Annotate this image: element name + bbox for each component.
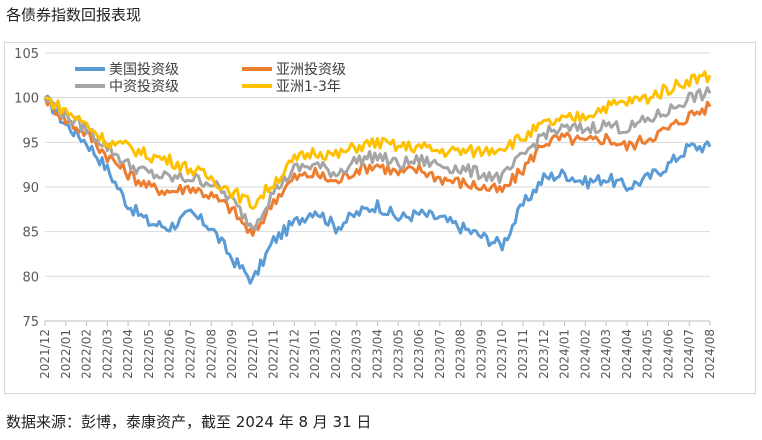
x-tick-label: 2022/08 bbox=[204, 329, 218, 379]
y-tick-label: 75 bbox=[22, 315, 39, 330]
legend-label: 中资投资级 bbox=[109, 79, 179, 95]
y-axis-tick-labels: 75 80 85 90 95 100 105 bbox=[14, 47, 39, 330]
x-tick-label: 2022/07 bbox=[183, 329, 197, 379]
x-tick-label: 2023/02 bbox=[329, 329, 343, 379]
y-tick-label: 80 bbox=[22, 270, 39, 285]
x-axis-tick-labels: 2021/12 2022/01 2022/02 2022/03 2022/04 2022/… bbox=[38, 329, 717, 379]
y-tick-label: 105 bbox=[14, 47, 39, 62]
x-tick-label: 2022/10 bbox=[246, 329, 260, 379]
x-tick-label: 2022/11 bbox=[267, 329, 281, 379]
x-tick-label: 2024/01 bbox=[558, 329, 572, 379]
x-tick-label: 2023/05 bbox=[391, 329, 405, 379]
x-tick-label: 2022/04 bbox=[121, 329, 135, 379]
y-tick-label: 95 bbox=[22, 136, 39, 151]
x-tick-label: 2021/12 bbox=[38, 329, 52, 379]
x-tick-label: 2023/12 bbox=[537, 329, 551, 379]
x-tick-label: 2023/04 bbox=[371, 329, 385, 379]
series-lines bbox=[43, 70, 712, 285]
x-tick-label: 2024/04 bbox=[620, 329, 634, 379]
x-tick-label: 2023/07 bbox=[433, 329, 447, 379]
chart-frame: 75 80 85 90 95 100 105 2021/12 2022/01 2022/02 20… bbox=[4, 42, 756, 394]
y-tick-label: 85 bbox=[22, 226, 39, 241]
x-tick-label: 2023/03 bbox=[350, 329, 364, 379]
series-line-3 bbox=[43, 86, 712, 231]
x-tick-label: 2023/11 bbox=[516, 329, 530, 379]
y-tick-label: 90 bbox=[22, 181, 39, 196]
page-title: 各债券指数回报表现 bbox=[6, 6, 142, 24]
x-tick-label: 2022/01 bbox=[59, 329, 73, 379]
legend-label: 亚洲投资级 bbox=[276, 62, 346, 78]
x-tick-label: 2022/12 bbox=[287, 329, 301, 379]
x-tick-label: 2022/09 bbox=[225, 329, 239, 379]
x-tick-label: 2024/07 bbox=[682, 329, 696, 379]
x-tick-label: 2022/06 bbox=[163, 329, 177, 379]
x-tick-label: 2022/03 bbox=[100, 329, 114, 379]
legend-label: 亚洲1-3年 bbox=[276, 79, 341, 95]
x-tick-label: 2024/06 bbox=[661, 329, 675, 379]
x-tick-label: 2023/01 bbox=[308, 329, 322, 379]
x-tick-label: 2023/06 bbox=[412, 329, 426, 379]
legend-label: 美国投资级 bbox=[109, 62, 179, 78]
x-tick-label: 2023/08 bbox=[454, 329, 468, 379]
x-tick-label: 2024/03 bbox=[599, 329, 613, 379]
x-tick-label: 2023/09 bbox=[474, 329, 488, 379]
data-source-note: 数据来源：彭博，泰康资产，截至 2024 年 8 月 31 日 bbox=[6, 413, 372, 431]
x-tick-label: 2024/02 bbox=[578, 329, 592, 379]
x-tick-label: 2022/05 bbox=[142, 329, 156, 379]
series-line-4 bbox=[44, 70, 712, 211]
series-line-1 bbox=[44, 94, 712, 285]
series-line-2 bbox=[43, 97, 712, 237]
x-tick-label: 2024/08 bbox=[703, 329, 717, 379]
y-tick-label: 100 bbox=[14, 92, 39, 107]
x-tick-label: 2023/10 bbox=[495, 329, 509, 379]
x-axis bbox=[44, 320, 711, 326]
x-tick-label: 2022/02 bbox=[80, 329, 94, 379]
x-tick-label: 2024/05 bbox=[641, 329, 655, 379]
